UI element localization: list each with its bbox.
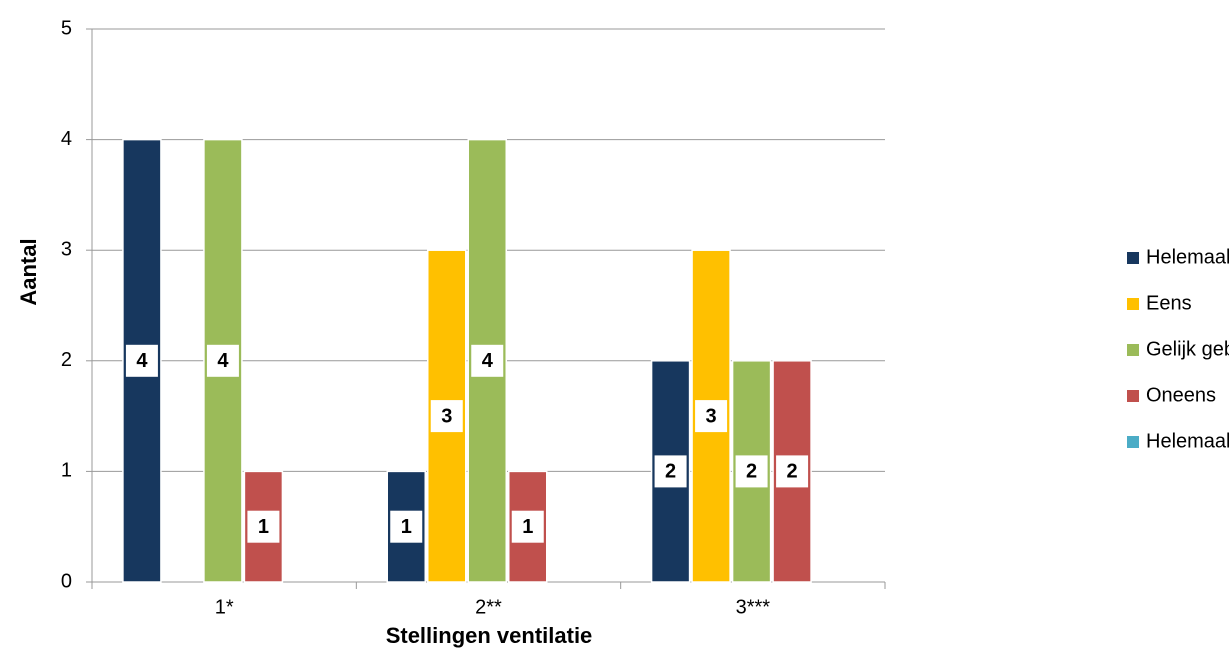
data-label: 2: [746, 461, 757, 483]
data-label: 1: [401, 516, 412, 538]
data-label-box: [511, 510, 544, 543]
legend-swatch: [1127, 252, 1139, 264]
x-axis-title: Stellingen ventilatie: [386, 623, 593, 648]
data-label: 4: [217, 350, 229, 372]
data-label: 1: [522, 516, 533, 538]
y-tick-label: 4: [61, 128, 72, 150]
legend-label: Helemaal mee eens: [1146, 246, 1229, 268]
y-tick-label: 3: [61, 238, 72, 260]
data-label: 3: [706, 405, 717, 427]
y-axis-title: Aantal: [16, 238, 41, 305]
data-label: 4: [482, 350, 494, 372]
x-tick-label: 3***: [736, 596, 771, 618]
legend-label: Helemaal mee oneens: [1146, 430, 1229, 452]
y-tick-label: 5: [61, 17, 72, 39]
data-label: 2: [665, 461, 676, 483]
data-label: 1: [258, 516, 269, 538]
legend-label: Eens: [1146, 292, 1192, 314]
data-label: 2: [787, 461, 798, 483]
data-label-box: [247, 510, 280, 543]
data-label-box: [695, 400, 728, 433]
y-tick-label: 2: [61, 349, 72, 371]
data-label-box: [125, 344, 158, 377]
legend-swatch: [1127, 344, 1139, 356]
legend-swatch: [1127, 298, 1139, 310]
legend-label: Gelijk gebleven: [1146, 338, 1229, 360]
data-label-box: [390, 510, 423, 543]
x-tick-label: 1*: [215, 596, 234, 618]
data-label-box: [735, 455, 768, 488]
data-label-box: [430, 400, 463, 433]
legend-label: Oneens: [1146, 384, 1216, 406]
data-label-box: [471, 344, 504, 377]
x-tick-label: 2**: [475, 596, 502, 618]
legend-swatch: [1127, 390, 1139, 402]
y-tick-label: 1: [61, 460, 72, 482]
data-label-box: [776, 455, 809, 488]
legend-swatch: [1127, 436, 1139, 448]
y-tick-label: 0: [61, 570, 72, 592]
data-label-box: [654, 455, 687, 488]
data-label: 4: [136, 350, 148, 372]
data-label: 3: [441, 405, 452, 427]
data-label-box: [206, 344, 239, 377]
